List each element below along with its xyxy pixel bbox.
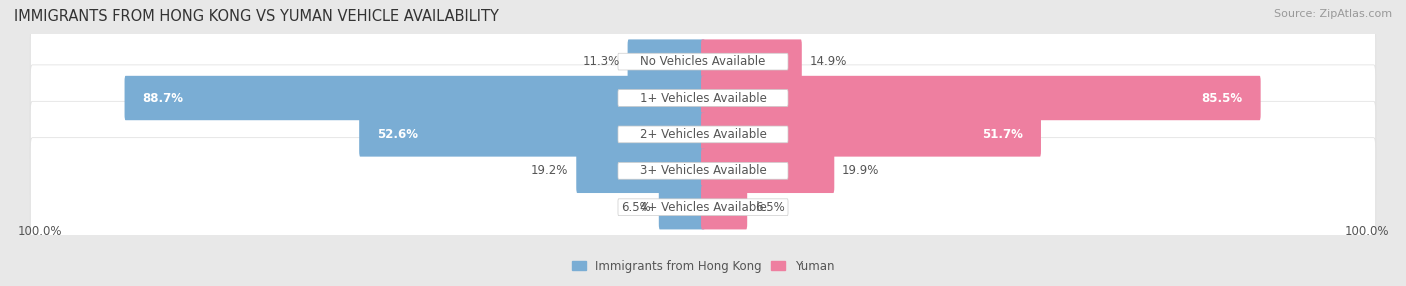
Text: 88.7%: 88.7% <box>143 92 184 104</box>
FancyBboxPatch shape <box>702 185 747 229</box>
FancyBboxPatch shape <box>619 162 787 179</box>
FancyBboxPatch shape <box>31 0 1375 131</box>
FancyBboxPatch shape <box>702 112 1040 157</box>
FancyBboxPatch shape <box>619 53 787 70</box>
Text: 100.0%: 100.0% <box>17 225 62 239</box>
FancyBboxPatch shape <box>125 76 704 120</box>
Text: 52.6%: 52.6% <box>377 128 419 141</box>
Text: 100.0%: 100.0% <box>1344 225 1389 239</box>
FancyBboxPatch shape <box>31 101 1375 240</box>
FancyBboxPatch shape <box>359 112 704 157</box>
FancyBboxPatch shape <box>576 149 704 193</box>
Text: 51.7%: 51.7% <box>981 128 1022 141</box>
Text: 1+ Vehicles Available: 1+ Vehicles Available <box>640 92 766 104</box>
Text: 11.3%: 11.3% <box>582 55 620 68</box>
FancyBboxPatch shape <box>702 39 801 84</box>
FancyBboxPatch shape <box>659 185 704 229</box>
Text: 14.9%: 14.9% <box>810 55 846 68</box>
Text: 6.5%: 6.5% <box>621 201 651 214</box>
FancyBboxPatch shape <box>702 76 1261 120</box>
Text: 3+ Vehicles Available: 3+ Vehicles Available <box>640 164 766 177</box>
FancyBboxPatch shape <box>31 65 1375 204</box>
Text: 2+ Vehicles Available: 2+ Vehicles Available <box>640 128 766 141</box>
Text: 85.5%: 85.5% <box>1201 92 1243 104</box>
FancyBboxPatch shape <box>619 90 787 106</box>
Legend: Immigrants from Hong Kong, Yuman: Immigrants from Hong Kong, Yuman <box>572 260 834 273</box>
FancyBboxPatch shape <box>619 126 787 143</box>
FancyBboxPatch shape <box>619 199 787 216</box>
Text: Source: ZipAtlas.com: Source: ZipAtlas.com <box>1274 9 1392 19</box>
FancyBboxPatch shape <box>627 39 704 84</box>
Text: No Vehicles Available: No Vehicles Available <box>640 55 766 68</box>
FancyBboxPatch shape <box>31 138 1375 277</box>
FancyBboxPatch shape <box>31 29 1375 168</box>
Text: 19.2%: 19.2% <box>531 164 568 177</box>
Text: 19.9%: 19.9% <box>842 164 880 177</box>
Text: 6.5%: 6.5% <box>755 201 785 214</box>
Text: 4+ Vehicles Available: 4+ Vehicles Available <box>640 201 766 214</box>
FancyBboxPatch shape <box>702 149 834 193</box>
Text: IMMIGRANTS FROM HONG KONG VS YUMAN VEHICLE AVAILABILITY: IMMIGRANTS FROM HONG KONG VS YUMAN VEHIC… <box>14 9 499 23</box>
